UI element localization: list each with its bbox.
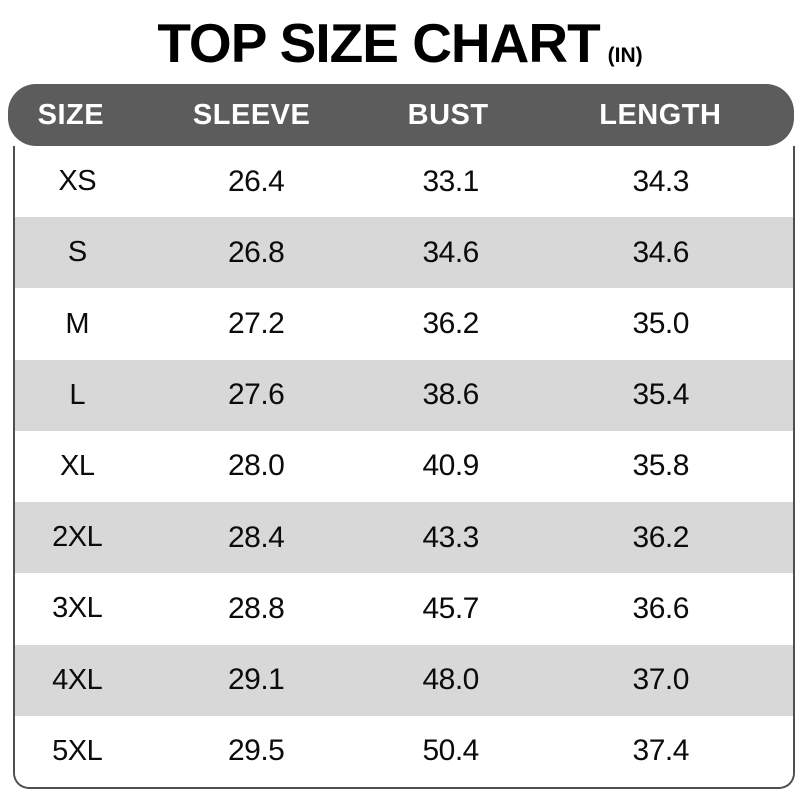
column-header-sleeve: SLEEVE: [192, 98, 311, 131]
table-row: L 27.6 38.6 35.4: [15, 359, 793, 431]
size-cell: 4XL: [52, 663, 103, 696]
bust-cell: 34.6: [422, 235, 479, 269]
table-row: M 27.2 36.2 35.0: [15, 288, 793, 360]
table-row: XL 28.0 40.9 35.8: [15, 430, 793, 503]
bust-cell: 45.7: [422, 591, 479, 625]
sleeve-cell: 29.5: [227, 734, 285, 768]
column-header-length: LENGTH: [599, 98, 722, 131]
bust-cell: 36.2: [422, 307, 479, 341]
sleeve-cell: 27.6: [227, 378, 285, 412]
size-cell: M: [65, 307, 90, 340]
sleeve-cell: 28.0: [227, 449, 285, 483]
length-cell: 35.0: [632, 307, 690, 341]
size-cell: 5XL: [52, 734, 103, 767]
page-title: TOP SIZE CHART (IN): [0, 0, 800, 74]
sleeve-cell: 26.8: [227, 235, 285, 269]
length-cell: 35.8: [632, 449, 690, 483]
length-cell: 36.2: [632, 520, 690, 554]
page-title-text: TOP SIZE CHART: [157, 12, 600, 74]
column-header-bust: BUST: [407, 98, 489, 131]
sleeve-cell: 28.4: [227, 520, 285, 554]
length-cell: 36.6: [632, 591, 690, 625]
sleeve-cell: 26.4: [227, 164, 285, 198]
page-title-unit: (IN): [607, 44, 643, 67]
sleeve-cell: 27.2: [227, 307, 285, 341]
length-cell: 37.4: [632, 734, 690, 768]
size-cell: 3XL: [52, 592, 103, 625]
bust-cell: 40.9: [422, 449, 479, 483]
column-header-size: SIZE: [37, 98, 105, 131]
bust-cell: 48.0: [422, 663, 479, 697]
size-cell: S: [67, 236, 87, 269]
bust-cell: 33.1: [422, 164, 479, 198]
bust-cell: 50.4: [422, 734, 479, 768]
bust-cell: 38.6: [422, 378, 479, 412]
size-cell: L: [69, 378, 86, 411]
size-cell: 2XL: [52, 521, 103, 554]
length-cell: 34.6: [632, 235, 690, 269]
table-row: 3XL 28.8 45.7 36.6: [15, 573, 793, 645]
length-cell: 35.4: [632, 378, 690, 412]
size-table-body: XS 26.4 33.1 34.3 S 26.8 34.6 34.6 M 27.…: [13, 146, 795, 789]
table-row: XS 26.4 33.1 34.3: [15, 146, 793, 218]
bust-cell: 43.3: [422, 520, 479, 554]
table-row: S 26.8 34.6 34.6: [15, 217, 793, 289]
table-header: SIZE SLEEVE BUST LENGTH: [8, 84, 794, 146]
size-cell: XL: [59, 449, 95, 482]
table-row: 2XL 28.4 43.3 36.2: [15, 502, 793, 574]
table-row: 5XL 29.5 50.4 37.4: [15, 715, 793, 787]
length-cell: 37.0: [632, 663, 690, 697]
sleeve-cell: 28.8: [227, 591, 285, 625]
table-row: 4XL 29.1 48.0 37.0: [15, 644, 793, 716]
sleeve-cell: 29.1: [227, 663, 285, 697]
length-cell: 34.3: [632, 164, 690, 198]
size-cell: XS: [58, 165, 97, 198]
